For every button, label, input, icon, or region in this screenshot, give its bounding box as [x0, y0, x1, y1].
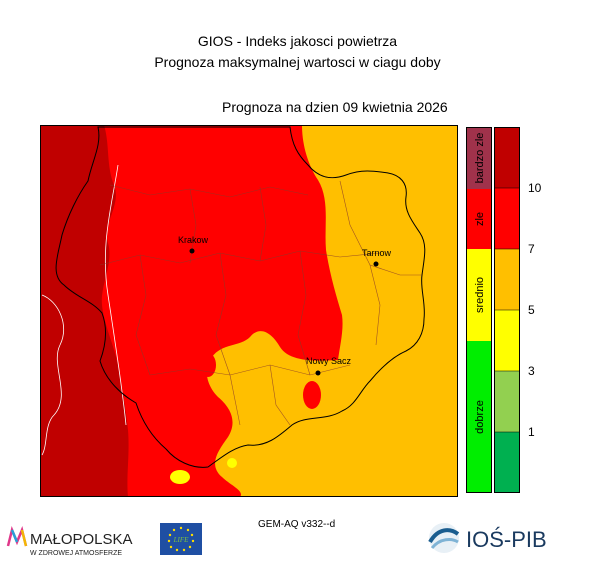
city-label-krakow: Krakow [178, 235, 209, 245]
category-bad [466, 189, 492, 249]
city-marker-tarnow [373, 261, 379, 267]
colorbar-band-5 [494, 371, 520, 432]
svg-text:IOŚ-PIB: IOŚ-PIB [466, 527, 547, 552]
eu-stars-icon [167, 526, 195, 552]
city-label-nowy-sacz: Nowy Sacz [306, 356, 352, 366]
category-label-medium: srednio [474, 277, 486, 313]
category-good [466, 341, 492, 493]
colorbar-label-5: 5 [528, 303, 535, 317]
yellow-spot-2 [227, 458, 237, 468]
contour-line [41, 164, 127, 456]
ios-pib-logo: IOŚ-PIB [428, 523, 547, 553]
city-marker-nowy-sacz [315, 370, 321, 376]
map-title: GIOS - Indeks jakosci powietrza [197, 33, 398, 49]
colorbar-band-4 [494, 310, 520, 371]
map-subtitle: Prognoza maksymalnej wartosci w ciagu do… [154, 54, 441, 70]
category-very-bad [466, 127, 492, 189]
model-version: GEM-AQ v332--d [258, 519, 336, 530]
malopolska-logo: MAŁOPOLSKA W ZDROWEJ ATMOSFERZE [6, 526, 133, 557]
red-spot-south [303, 381, 321, 409]
forecast-date: Prognoza na dzien 09 kwietnia 2026 [222, 99, 448, 115]
category-legend: bardzo zle zle srednio dobrze [466, 127, 492, 493]
zone-very-bad [40, 125, 129, 497]
region-boundary [55, 126, 426, 468]
colorbar-label-7: 7 [528, 242, 535, 256]
colorbar-band-1 [494, 127, 520, 188]
category-label-very-bad: bardzo zle [474, 133, 486, 184]
colorbar-label-3: 3 [528, 364, 535, 378]
svg-text:LIFE: LIFE [173, 536, 190, 544]
category-label-good: dobrze [474, 400, 486, 434]
eu-life-logo: LIFE [160, 523, 202, 555]
district-lines [99, 180, 422, 426]
index-colorbar [494, 127, 520, 493]
category-medium [466, 249, 492, 341]
colorbar-band-2 [494, 188, 520, 249]
colorbar-band-6 [494, 432, 520, 493]
city-marker-krakow [189, 248, 195, 254]
colorbar-band-3 [494, 249, 520, 310]
city-label-tarnow: Tarnow [362, 248, 392, 258]
category-label-bad: zle [474, 212, 486, 226]
pollution-map: Krakow Tarnow Nowy Sacz [40, 125, 458, 497]
colorbar-label-1: 1 [528, 425, 535, 439]
red-spot-west [200, 353, 216, 377]
yellow-spot-1 [170, 470, 190, 484]
svg-text:W ZDROWEJ ATMOSFERZE: W ZDROWEJ ATMOSFERZE [30, 550, 122, 557]
svg-text:MAŁOPOLSKA: MAŁOPOLSKA [30, 531, 133, 548]
colorbar-label-10: 10 [528, 181, 542, 195]
